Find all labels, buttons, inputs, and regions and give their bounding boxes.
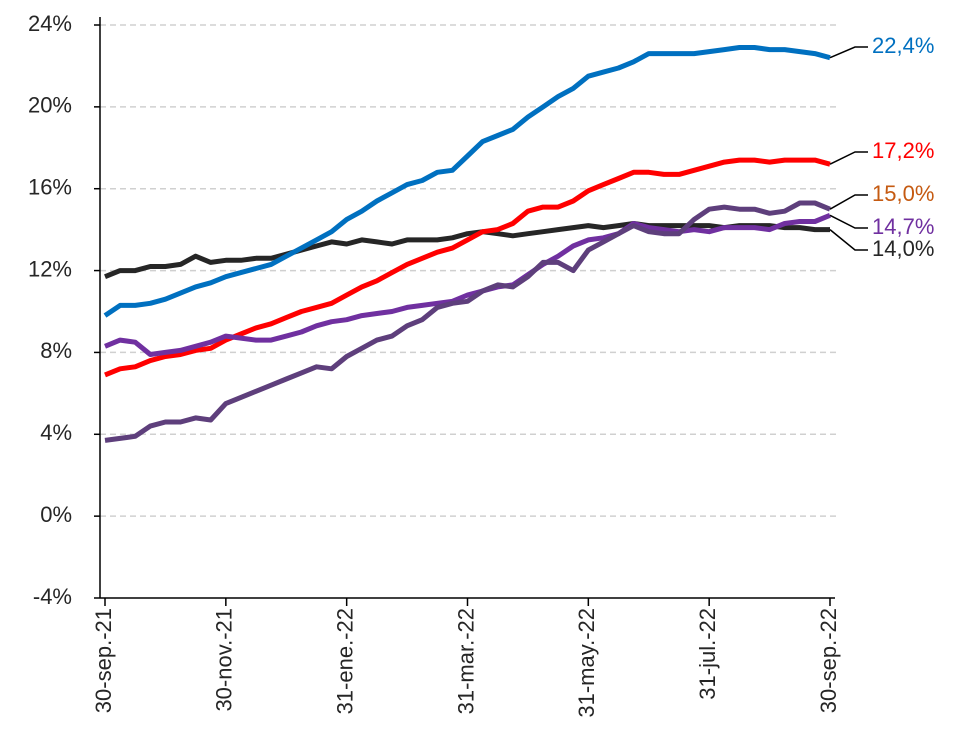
series-line xyxy=(104,157,831,378)
series-line xyxy=(104,212,831,357)
leader-line xyxy=(829,46,868,59)
end-label: 22,4% xyxy=(872,33,934,58)
series-line xyxy=(104,221,830,280)
series-line xyxy=(103,45,831,318)
end-label: 14,7% xyxy=(872,214,934,239)
y-tick-label: 16% xyxy=(28,175,72,200)
end-label: 15,0% xyxy=(872,181,934,206)
leader-line xyxy=(829,151,868,165)
x-tick-label: 31-ene.-22 xyxy=(332,608,357,714)
y-tick-label: 20% xyxy=(28,93,72,118)
series-line xyxy=(104,200,831,443)
x-tick-label: 31-mar.-22 xyxy=(453,608,478,714)
x-tick-label: 31-may.-22 xyxy=(574,608,599,718)
y-tick-label: 24% xyxy=(28,11,72,36)
x-tick-label: 31-jul.-22 xyxy=(695,608,720,700)
y-tick-label: -4% xyxy=(33,584,72,609)
x-tick-label: 30-sep.-21 xyxy=(91,608,116,713)
y-tick-label: 0% xyxy=(40,502,72,527)
y-tick-label: 8% xyxy=(40,338,72,363)
x-tick-label: 30-nov.-21 xyxy=(212,608,237,712)
y-tick-label: 4% xyxy=(40,420,72,445)
leader-line xyxy=(829,194,868,210)
end-label: 14,0% xyxy=(872,236,934,261)
end-label: 17,2% xyxy=(872,138,934,163)
leader-line xyxy=(829,229,868,251)
leader-line xyxy=(829,214,868,229)
y-tick-label: 12% xyxy=(28,256,72,281)
x-tick-label: 30-sep.-22 xyxy=(816,608,841,713)
